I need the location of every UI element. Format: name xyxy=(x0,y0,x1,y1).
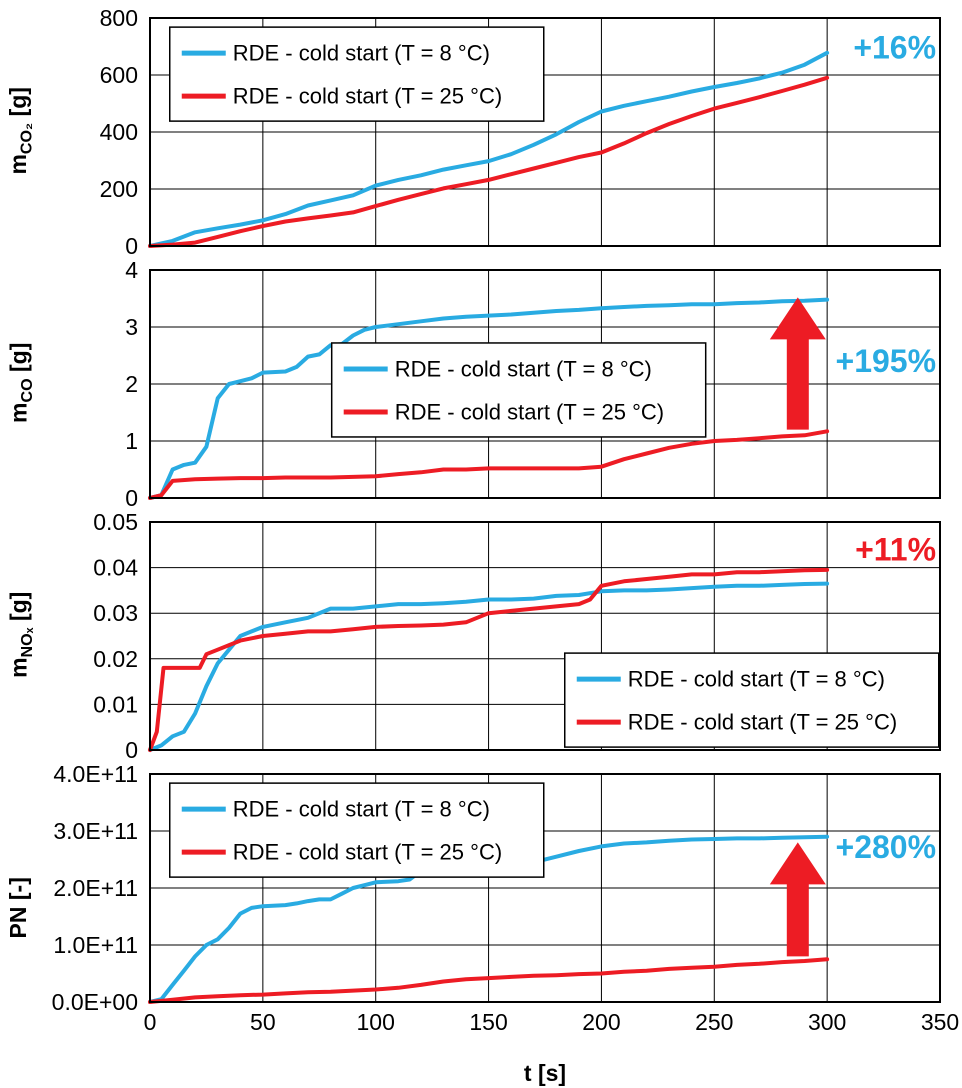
ylabel-prefix: m xyxy=(5,657,32,679)
panel-pn: PN [-] 0.0E+00 1.0E+11 2.0E+11 3.0E+11 4.0E+… xyxy=(0,761,962,1050)
x-tick-label: 0 xyxy=(144,1009,157,1035)
plot-border xyxy=(149,773,941,1003)
panel-co-mass: mCO [g] 0 1 2 3 4 RDE - cold start (T = 8 °C)… xyxy=(0,257,962,511)
y-tick-label: 3 xyxy=(125,314,138,340)
legend-label-cold-start-25C: RDE - cold start (T = 25 °C) xyxy=(395,399,664,424)
y-tick-label: 0 xyxy=(125,737,138,763)
plot-border xyxy=(149,17,941,247)
y-axis-title-pn: PN [-] xyxy=(0,766,42,1050)
ylabel-subscript: CO xyxy=(17,378,36,403)
panel-co2-mass: mCO₂ [g] 0 200 400 600 800 RDE - cold start (… xyxy=(0,5,962,259)
series-line-cold-start-8C xyxy=(148,297,830,500)
series-line-cold-start-8C xyxy=(148,581,830,752)
ylabel-suffix: [g] xyxy=(5,342,32,379)
y-tick-label: 0.02 xyxy=(93,646,138,672)
nox-plot: 0 0.01 0.02 0.03 0.04 0.05 RDE - cold start (T… xyxy=(93,509,941,763)
legend-label-cold-start-25C: RDE - cold start (T = 25 °C) xyxy=(628,710,897,735)
y-tick-label: 3.0E+11 xyxy=(53,818,138,844)
ylabel-prefix: PN [-] xyxy=(5,877,32,939)
series-line-cold-start-25C xyxy=(148,957,830,1004)
legend-label-cold-start-8C: RDE - cold start (T = 8 °C) xyxy=(628,667,885,692)
ylabel-subscript: CO₂ xyxy=(17,123,36,155)
y-tick-label: 4 xyxy=(125,257,138,283)
ylabel-suffix: [g] xyxy=(5,591,32,628)
y-axis-title-text: mCO [g] xyxy=(5,343,37,423)
y-tick-label: 2 xyxy=(125,371,138,397)
legend-label-cold-start-25C: RDE - cold start (T = 25 °C) xyxy=(233,840,502,865)
x-tick-label: 250 xyxy=(695,1009,733,1035)
x-tick-label: 300 xyxy=(808,1009,846,1035)
y-axis-title-co2: mCO₂ [g] xyxy=(0,10,42,252)
legend-box xyxy=(169,782,545,878)
y-tick-label: 0 xyxy=(125,233,138,259)
x-axis-title: t [s] xyxy=(523,1060,567,1086)
y-tick-label: 800 xyxy=(100,5,138,31)
y-axis-title-text: mCO₂ [g] xyxy=(5,87,37,175)
y-tick-label: 600 xyxy=(100,62,138,88)
y-axis-title-co: mCO [g] xyxy=(0,262,42,504)
increase-up-arrow xyxy=(769,842,826,957)
ylabel-suffix: [g] xyxy=(5,87,32,124)
x-axis-title-row: t [s] xyxy=(150,1060,940,1087)
y-axis-title-nox: mNOₓ [g] xyxy=(0,514,42,756)
increase-up-arrow xyxy=(769,297,826,430)
legend-box xyxy=(330,342,707,438)
co-plot: 0 1 2 3 4 RDE - cold start (T = 8 °C) RDE - co… xyxy=(125,257,941,511)
annotation-co2: +16% xyxy=(853,30,936,66)
x-tick-label: 200 xyxy=(582,1009,620,1035)
panel-nox-mass: mNOₓ [g] 0 0.01 0.02 0.03 0.04 0.05 RDE - cold… xyxy=(0,509,962,763)
legend-label-cold-start-8C: RDE - cold start (T = 8 °C) xyxy=(395,356,652,381)
y-tick-label: 400 xyxy=(100,119,138,145)
x-tick-label: 150 xyxy=(469,1009,507,1035)
legend-box xyxy=(169,26,545,122)
y-tick-label: 0.04 xyxy=(93,555,138,581)
plot-border xyxy=(149,521,941,751)
y-tick-label: 0.01 xyxy=(93,691,138,717)
y-tick-label: 1 xyxy=(125,428,138,454)
series-line-cold-start-25C xyxy=(148,567,830,752)
series-line-cold-start-8C xyxy=(148,834,830,1004)
plot-border xyxy=(149,269,941,499)
co2-plot: 0 200 400 600 800 RDE - cold start (T = 8 °C)… xyxy=(100,5,941,259)
x-tick-label: 50 xyxy=(250,1009,276,1035)
y-axis-title-text: mNOₓ [g] xyxy=(5,592,37,678)
y-tick-label: 4.0E+11 xyxy=(53,761,138,787)
series-line-cold-start-25C xyxy=(148,75,830,248)
legend-label-cold-start-8C: RDE - cold start (T = 8 °C) xyxy=(233,41,490,66)
y-tick-label: 200 xyxy=(100,176,138,202)
ylabel-prefix: m xyxy=(5,402,32,424)
y-tick-label: 1.0E+11 xyxy=(53,932,138,958)
legend-box xyxy=(564,652,940,748)
y-axis-title-text: PN [-] xyxy=(5,877,37,938)
y-tick-label: 0 xyxy=(125,485,138,511)
x-tick-label: 350 xyxy=(921,1009,959,1035)
y-tick-label: 0.03 xyxy=(93,600,138,626)
y-tick-label: 0.0E+00 xyxy=(52,989,138,1015)
emissions-figure: mCO₂ [g] 0 200 400 600 800 RDE - cold start (… xyxy=(0,5,962,1087)
y-tick-label: 0.05 xyxy=(93,509,138,535)
legend-label-cold-start-8C: RDE - cold start (T = 8 °C) xyxy=(233,797,490,822)
series-line-cold-start-8C xyxy=(148,50,830,248)
ylabel-subscript: NOₓ xyxy=(17,627,36,658)
pn-plot: 0.0E+00 1.0E+11 2.0E+11 3.0E+11 4.0E+11 0 50 10… xyxy=(52,761,960,1035)
y-tick-label: 2.0E+11 xyxy=(53,875,138,901)
x-tick-label: 100 xyxy=(357,1009,395,1035)
series-line-cold-start-25C xyxy=(148,429,830,500)
annotation-nox: +11% xyxy=(855,531,936,567)
annotation-pn: +280% xyxy=(836,829,937,865)
ylabel-prefix: m xyxy=(5,154,32,175)
annotation-co: +195% xyxy=(836,343,937,379)
legend-label-cold-start-25C: RDE - cold start (T = 25 °C) xyxy=(233,84,502,109)
